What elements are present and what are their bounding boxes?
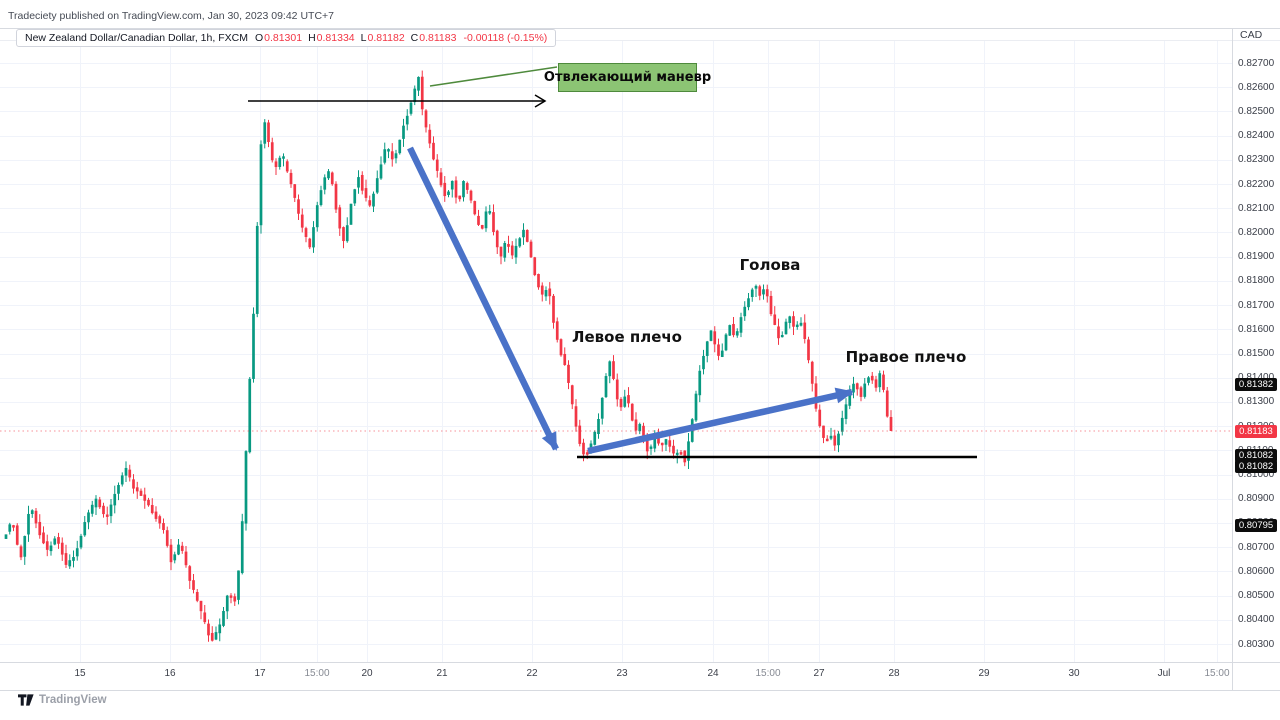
time-tick-label: 17 xyxy=(254,668,266,679)
price-axis-badge: 0.80795 xyxy=(1235,518,1277,532)
publish-attribution: Tradeciety published on TradingView.com,… xyxy=(8,10,334,22)
neckline-retest-arrow[interactable] xyxy=(587,387,854,455)
callout-label-fakeout[interactable]: Отвлекающий маневр xyxy=(544,63,711,92)
symbol-legend[interactable]: New Zealand Dollar/Canadian Dollar, 1h, … xyxy=(16,29,557,47)
time-tick-label: Jul xyxy=(1157,668,1171,679)
time-tick-label: 16 xyxy=(164,668,176,679)
price-axis-badge: 0.81183 xyxy=(1235,424,1277,438)
time-tick-label: 29 xyxy=(978,668,990,679)
price-axis-badge: 0.81082 xyxy=(1235,459,1277,473)
price-tick-label: 0.82700 xyxy=(1238,57,1275,69)
price-tick-label: 0.81600 xyxy=(1238,323,1275,335)
time-tick-label: 30 xyxy=(1068,668,1080,679)
tradingview-logo-icon xyxy=(18,694,34,706)
time-tick-label: 15 xyxy=(74,668,86,679)
price-tick-label: 0.82100 xyxy=(1238,202,1275,214)
callout-pointer-line[interactable] xyxy=(429,66,558,87)
price-tick-label: 0.80900 xyxy=(1238,493,1275,505)
price-tick-label: 0.80700 xyxy=(1238,541,1275,553)
quote-currency-label: CAD xyxy=(1240,29,1263,41)
price-tick-label: 0.81500 xyxy=(1238,348,1275,359)
callout-text: Отвлекающий маневр xyxy=(543,70,712,85)
time-tick-label: 15:00 xyxy=(304,668,330,679)
pane-borders xyxy=(0,28,1280,691)
price-axis[interactable]: 0.82700 0.82600 0.82500 0.82400 0.82300 0.822… xyxy=(1233,28,1280,690)
ohlc-pair-C: C 0.81183 xyxy=(410,32,457,44)
time-tick-label: 22 xyxy=(526,668,538,679)
tradingview-logo[interactable]: TradingView xyxy=(18,694,107,706)
label-head[interactable]: Голова xyxy=(739,256,801,274)
gridlines xyxy=(0,41,1232,662)
price-tick-label: 0.82300 xyxy=(1238,154,1275,166)
price-tick-label: 0.81800 xyxy=(1238,275,1275,287)
price-tick-label: 0.81700 xyxy=(1238,299,1275,311)
ohlc-pair-H: H 0.81334 xyxy=(308,32,355,44)
price-tick-label: 0.82500 xyxy=(1238,105,1275,117)
price-tick-label: 0.80600 xyxy=(1238,565,1275,577)
time-tick-label: 28 xyxy=(888,668,900,679)
price-tick-label: 0.81300 xyxy=(1238,396,1275,408)
ohlc-values: O 0.81301 H 0.81334 L 0.81182 C 0.81183 xyxy=(255,32,457,44)
ohlc-pair-L: L 0.81182 xyxy=(360,32,405,44)
ohlc-pair-O: O 0.81301 xyxy=(254,32,303,44)
price-axis-badge: 0.81082 xyxy=(1235,448,1277,462)
label-right-shoulder[interactable]: Правое плечо xyxy=(845,348,967,366)
time-tick-label: 27 xyxy=(813,668,825,679)
time-tick-label: 23 xyxy=(616,668,628,679)
tradingview-logo-text: TradingView xyxy=(39,694,107,706)
time-tick-label: 24 xyxy=(707,668,719,679)
time-tick-label: 21 xyxy=(436,668,448,679)
price-tick-label: 0.80300 xyxy=(1238,638,1275,650)
price-tick-label: 0.81900 xyxy=(1238,251,1275,263)
label-left-shoulder[interactable]: Левое плечо xyxy=(572,328,682,346)
price-tick-label: 0.82400 xyxy=(1238,130,1275,142)
impulse-down-arrow[interactable] xyxy=(407,146,559,451)
price-tick-label: 0.81000 xyxy=(1238,469,1275,481)
candlestick-series xyxy=(4,70,893,642)
price-tick-label: 0.82600 xyxy=(1238,81,1275,93)
price-tick-label: 0.82200 xyxy=(1238,178,1275,190)
time-tick-label: 20 xyxy=(361,668,373,679)
price-tick-label: 0.80400 xyxy=(1238,614,1275,626)
price-tick-label: 0.80500 xyxy=(1238,590,1275,602)
time-tick-label: 15:00 xyxy=(1204,668,1230,679)
price-change: -0.00118 (-0.15%) xyxy=(463,32,548,44)
time-tick-label: 15:00 xyxy=(755,668,781,679)
price-tick-label: 0.82000 xyxy=(1238,226,1275,238)
time-axis[interactable]: 15 16 17 15:00 20 21 22 23 24 15:00 27 28 29 30 Jul 15:… xyxy=(0,663,1280,689)
symbol-title: New Zealand Dollar/Canadian Dollar, 1h, … xyxy=(25,32,248,44)
price-axis-badge: 0.81382 xyxy=(1235,377,1277,391)
drawing-tools[interactable] xyxy=(248,66,977,459)
